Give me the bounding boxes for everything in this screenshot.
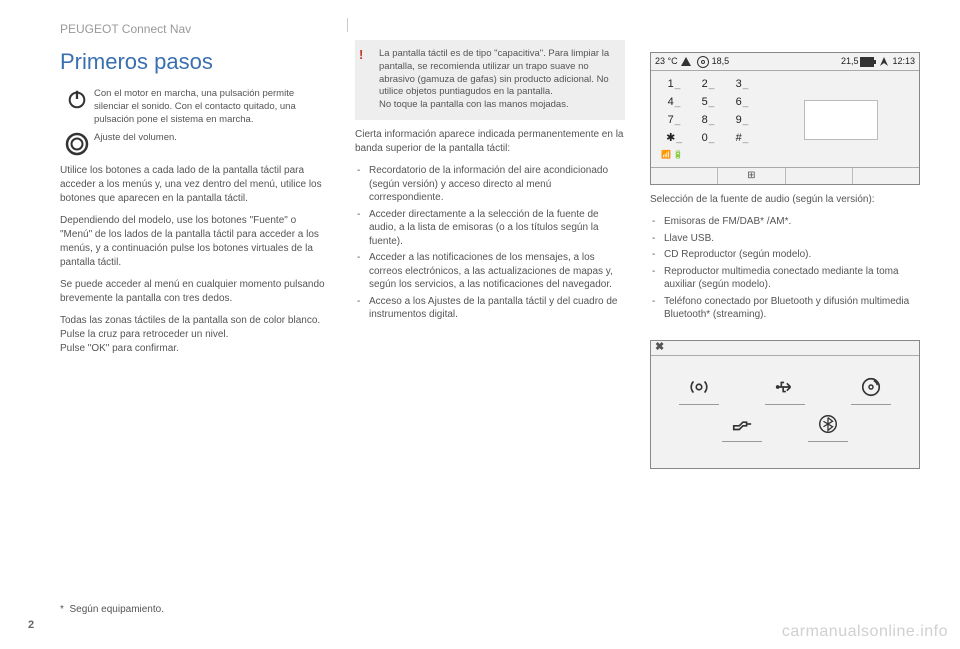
column-1: Primeros pasos Con el motor en marcha, u… [60, 40, 330, 364]
col3-intro: Selección de la fuente de audio (según l… [650, 193, 920, 207]
status-time: 12:13 [892, 55, 915, 68]
page-number: 2 [28, 619, 34, 631]
power-icon [60, 88, 94, 110]
list-item: Recordatorio de la información del aire … [355, 164, 625, 205]
page-title: Primeros pasos [60, 46, 330, 78]
col1-p4: Todas las zonas táctiles de la pantalla … [60, 314, 330, 356]
warning-box: ! La pantalla táctil es de tipo "capacit… [355, 40, 625, 120]
warning-text-1: La pantalla táctil es de tipo "capacitiv… [379, 48, 609, 97]
list-item: Llave USB. [650, 232, 920, 246]
column-3: 23 °C 18,5 21,5 12:13 1_2_3_ 4_5_6_ 7_8_… [650, 40, 920, 469]
col2-intro: Cierta información aparece indicada perm… [355, 128, 625, 156]
bluetooth-icon[interactable] [805, 413, 851, 442]
warning-text-2: No toque la pantalla con las manos mojad… [379, 99, 569, 110]
battery-icon [860, 57, 874, 67]
header-breadcrumb: PEUGEOT Connect Nav [60, 22, 191, 36]
signal-icons: 📶 🔋 [657, 149, 769, 161]
aux-icon[interactable] [719, 413, 765, 442]
power-row: Con el motor en marcha, una pulsación pe… [60, 88, 330, 126]
list-item: Teléfono conectado por Bluetooth y difus… [650, 295, 920, 322]
list-item: CD Reproductor (según modelo). [650, 248, 920, 262]
device-screenshot: 23 °C 18,5 21,5 12:13 1_2_3_ 4_5_6_ 7_8_… [650, 52, 920, 185]
warning-icon: ! [359, 46, 363, 64]
status-left: 18,5 [712, 55, 730, 68]
status-right: 21,5 [841, 55, 859, 68]
source-close-bar: ✖ [651, 341, 919, 356]
col1-p1: Utilice los botones a cada lado de la pa… [60, 164, 330, 206]
device-preview [769, 77, 913, 163]
list-item: Emisoras de FM/DAB* /AM*. [650, 215, 920, 229]
cd-icon[interactable] [848, 376, 894, 405]
footnote: * Según equipamiento. [60, 604, 164, 615]
usb-icon[interactable] [762, 376, 808, 405]
volume-text: Ajuste del volumen. [94, 132, 177, 145]
close-icon[interactable]: ✖ [655, 340, 664, 356]
power-text: Con el motor en marcha, una pulsación pe… [94, 88, 330, 126]
radio-icon[interactable] [676, 376, 722, 405]
col1-p2: Dependiendo del modelo, use los botones … [60, 214, 330, 270]
page: PEUGEOT Connect Nav Primeros pasos Con e… [0, 0, 960, 649]
list-item: Acceso a los Ajustes de la pantalla táct… [355, 295, 625, 322]
list-item: Acceder directamente a la selección de l… [355, 208, 625, 249]
volume-row: Ajuste del volumen. [60, 132, 330, 156]
source-selection-panel: ✖ [650, 340, 920, 469]
warning-triangle-icon [681, 57, 691, 66]
header-divider [347, 18, 348, 32]
col3-list: Emisoras de FM/DAB* /AM*. Llave USB. CD … [650, 215, 920, 322]
list-item: Reproductor multimedia conectado mediant… [650, 265, 920, 292]
device-bottom-bar: ⊞ [651, 167, 919, 184]
list-item: Acceder a las notificaciones de los mens… [355, 251, 625, 292]
column-2: ! La pantalla táctil es de tipo "capacit… [355, 40, 625, 326]
target-icon [697, 56, 709, 68]
device-status-bar: 23 °C 18,5 21,5 12:13 [651, 53, 919, 71]
col1-p3: Se puede acceder al menú en cualquier mo… [60, 278, 330, 306]
nav-arrow-icon [879, 57, 889, 67]
keypad[interactable]: 1_2_3_ 4_5_6_ 7_8_9_ ✱_0_#_ 📶 🔋 [657, 77, 769, 163]
status-temp: 23 °C [655, 55, 678, 68]
device-body: 1_2_3_ 4_5_6_ 7_8_9_ ✱_0_#_ 📶 🔋 [651, 71, 919, 167]
volume-dial-icon [60, 132, 94, 156]
grid-icon[interactable]: ⊞ [718, 168, 785, 184]
watermark: carmanualsonline.info [782, 623, 948, 641]
col2-list: Recordatorio de la información del aire … [355, 164, 625, 322]
